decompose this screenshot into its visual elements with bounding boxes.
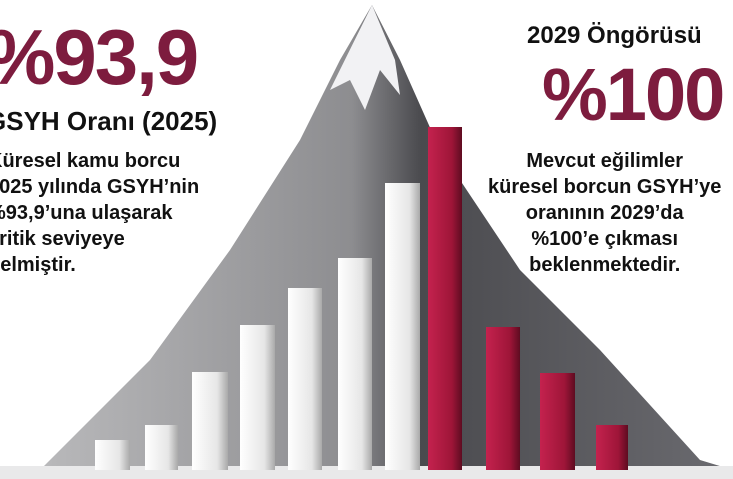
text-line: oranının 2029’da [525, 202, 684, 224]
text-line: beklenmektedir. [529, 254, 681, 276]
text-line: Küresel kamu borcu [0, 150, 181, 172]
text-line: Mevcut eğilimler [526, 150, 684, 172]
subtitle: 2029 Öngörüsü [527, 22, 702, 49]
text-line: %100’e çıkması [531, 228, 679, 250]
description: Mevcut eğilimler küresel borcun GSYH’ye or… [488, 148, 721, 278]
text-line: kritik seviyeye [0, 228, 125, 250]
headline: %100 [542, 53, 725, 136]
headline: %93,9 [0, 13, 199, 101]
text-line: 2025 yılında GSYH’nin [0, 176, 200, 198]
description: Küresel kamu borcu 2025 yılında GSYH’nin%… [0, 148, 199, 278]
text-line: küresel borcun GSYH’ye [488, 176, 722, 198]
subtitle: GSYH Oranı (2025) [0, 106, 218, 136]
text-line: %93,9’una ulaşarak [0, 202, 173, 224]
bars [95, 127, 628, 470]
text-line: gelmiştir. [0, 254, 76, 276]
